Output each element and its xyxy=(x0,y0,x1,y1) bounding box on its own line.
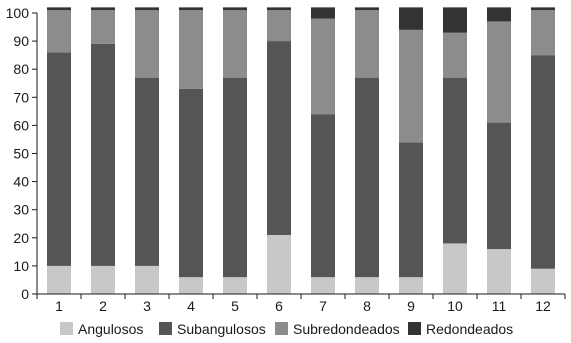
bar-segment-angulosos-5 xyxy=(223,277,247,294)
x-tick-label: 4 xyxy=(187,298,195,314)
y-tick-label: 50 xyxy=(13,146,29,162)
bar-segment-subangulosos-9 xyxy=(399,142,423,278)
legend-swatch-angulosos xyxy=(60,322,73,335)
bar-segment-subangulosos-6 xyxy=(267,41,291,235)
bar-segment-subredondeados-7 xyxy=(311,18,335,115)
x-tick-label: 8 xyxy=(363,298,371,314)
bar-segment-subangulosos-10 xyxy=(443,77,467,244)
bar-segment-angulosos-6 xyxy=(267,234,291,294)
bar-segment-subangulosos-5 xyxy=(223,77,247,278)
y-tick-label: 60 xyxy=(13,117,29,133)
bar-segment-angulosos-12 xyxy=(531,268,555,294)
bar-segment-subredondeados-8 xyxy=(355,10,379,78)
bar-segment-redondeados-1 xyxy=(47,7,71,11)
x-tick-label: 9 xyxy=(407,298,415,314)
x-tick-label: 1 xyxy=(55,298,63,314)
bar-segment-subredondeados-5 xyxy=(223,10,247,78)
bar-segment-angulosos-7 xyxy=(311,277,335,294)
y-tick-label: 0 xyxy=(21,286,29,302)
y-tick-label: 80 xyxy=(13,61,29,77)
bar-segment-angulosos-2 xyxy=(91,265,115,294)
bar-segment-subangulosos-1 xyxy=(47,52,71,266)
y-tick-label: 30 xyxy=(13,202,29,218)
bar-segment-angulosos-9 xyxy=(399,277,423,294)
legend-label-angulosos: Angulosos xyxy=(78,321,143,337)
y-tick-label: 90 xyxy=(13,33,29,49)
bar-segment-angulosos-11 xyxy=(487,249,511,294)
x-tick-label: 3 xyxy=(143,298,151,314)
bar-segment-redondeados-10 xyxy=(443,7,467,33)
x-ticks-group: 1 2 3 4 5 6 7 8 9 10 11 12 xyxy=(36,294,566,314)
legend-label-subredondeados: Subredondeados xyxy=(293,321,400,337)
y-tick-label: 100 xyxy=(6,5,30,21)
x-tick-label: 10 xyxy=(447,298,463,314)
bar-segment-subangulosos-12 xyxy=(531,55,555,269)
y-tick-label: 70 xyxy=(13,89,29,105)
bar-segment-subangulosos-7 xyxy=(311,114,335,278)
y-tick-label: 20 xyxy=(13,230,29,246)
y-tick-label: 40 xyxy=(13,174,29,190)
bar-segment-subangulosos-3 xyxy=(135,77,159,266)
axes-group xyxy=(36,13,565,295)
bar-segment-redondeados-9 xyxy=(399,7,423,30)
y-tick-label: 10 xyxy=(13,258,29,274)
legend: Angulosos Subangulosos Subredondeados Redon… xyxy=(60,321,513,337)
bar-segment-subredondeados-12 xyxy=(531,10,555,56)
bar-segment-subredondeados-3 xyxy=(135,10,159,78)
bar-segment-subredondeados-9 xyxy=(399,29,423,143)
legend-label-redondeados: Redondeados xyxy=(426,321,513,337)
bar-segment-subangulosos-11 xyxy=(487,122,511,250)
bar-segment-angulosos-3 xyxy=(135,265,159,294)
bar-segment-redondeados-4 xyxy=(179,7,203,11)
x-tick-label: 2 xyxy=(99,298,107,314)
legend-swatch-subredondeados xyxy=(275,322,288,335)
bar-segment-angulosos-8 xyxy=(355,277,379,294)
bar-segment-redondeados-2 xyxy=(91,7,115,11)
legend-swatch-redondeados xyxy=(408,322,421,335)
x-tick-label: 5 xyxy=(231,298,239,314)
x-tick-label: 7 xyxy=(319,298,327,314)
bar-segment-redondeados-5 xyxy=(223,7,247,11)
bar-segment-subredondeados-2 xyxy=(91,10,115,44)
bar-segment-subangulosos-8 xyxy=(355,77,379,278)
bar-segment-redondeados-8 xyxy=(355,7,379,11)
bar-segment-redondeados-6 xyxy=(267,7,291,11)
x-tick-label: 12 xyxy=(535,298,551,314)
bars-group xyxy=(47,7,555,294)
y-ticks-group: 0 10 20 30 40 50 60 70 80 90 100 xyxy=(6,5,37,302)
bar-segment-subredondeados-4 xyxy=(179,10,203,89)
bar-segment-angulosos-1 xyxy=(47,265,71,294)
legend-label-subangulosos: Subangulosos xyxy=(177,321,266,337)
bar-segment-subredondeados-6 xyxy=(267,10,291,42)
bar-segment-redondeados-7 xyxy=(311,7,335,19)
bar-segment-redondeados-12 xyxy=(531,7,555,11)
bar-segment-subangulosos-2 xyxy=(91,43,115,266)
bar-segment-subredondeados-11 xyxy=(487,21,511,123)
bar-segment-angulosos-10 xyxy=(443,243,467,294)
bar-segment-subredondeados-10 xyxy=(443,32,467,78)
bar-segment-subangulosos-4 xyxy=(179,88,203,278)
legend-swatch-subangulosos xyxy=(159,322,172,335)
bar-segment-redondeados-11 xyxy=(487,7,511,22)
bar-segment-subredondeados-1 xyxy=(47,10,71,53)
x-tick-label: 11 xyxy=(492,298,507,314)
bar-segment-redondeados-3 xyxy=(135,7,159,11)
bar-segment-angulosos-4 xyxy=(179,277,203,294)
x-tick-label: 6 xyxy=(275,298,283,314)
